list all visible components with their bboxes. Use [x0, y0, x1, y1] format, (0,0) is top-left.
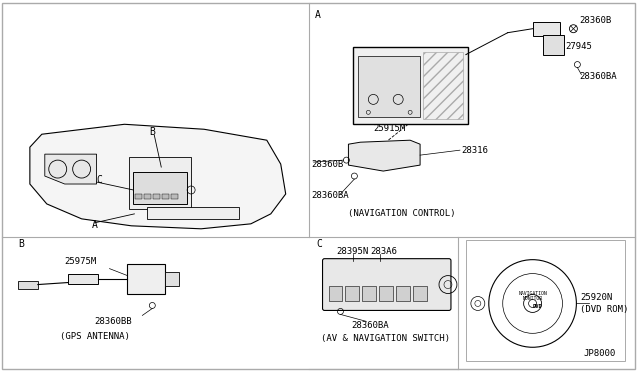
Bar	[543, 35, 564, 55]
Text: 25975M: 25975M	[65, 257, 97, 266]
Bar	[423, 52, 463, 119]
Text: 27945: 27945	[565, 42, 592, 51]
Text: 28360BA: 28360BA	[579, 72, 617, 81]
Text: C: C	[97, 175, 102, 185]
Bar	[358, 55, 420, 117]
Bar	[413, 286, 427, 301]
Bar	[145, 194, 151, 199]
Bar	[466, 240, 625, 361]
FancyBboxPatch shape	[323, 259, 451, 311]
Bar	[154, 194, 160, 199]
Bar	[68, 273, 97, 283]
Polygon shape	[348, 140, 420, 171]
Bar	[353, 46, 468, 124]
Text: NAVIGATION: NAVIGATION	[518, 291, 547, 296]
Text: 28360BA: 28360BA	[312, 192, 349, 201]
Text: (NAVIGATION CONTROL): (NAVIGATION CONTROL)	[348, 209, 456, 218]
Text: 28360B: 28360B	[312, 160, 344, 169]
Polygon shape	[45, 154, 97, 184]
Text: C: C	[317, 239, 323, 249]
Text: 283A6: 283A6	[371, 247, 397, 256]
Text: 25920N: 25920N	[580, 293, 612, 302]
Text: 28360BB: 28360BB	[95, 317, 132, 326]
Polygon shape	[30, 124, 285, 229]
Text: B: B	[18, 239, 24, 249]
Bar	[172, 194, 178, 199]
Bar	[147, 207, 239, 219]
Text: DVD: DVD	[532, 304, 543, 309]
Text: B: B	[149, 127, 156, 137]
Text: 28360B: 28360B	[579, 16, 612, 25]
Text: 28360BA: 28360BA	[351, 321, 389, 330]
Text: JP8000: JP8000	[583, 349, 615, 358]
Bar	[18, 280, 38, 289]
Bar	[362, 286, 376, 301]
Text: (DVD ROM): (DVD ROM)	[580, 305, 628, 314]
Text: 28316: 28316	[461, 146, 488, 155]
Bar	[127, 264, 165, 294]
Bar	[133, 172, 187, 204]
Bar	[136, 194, 142, 199]
Bar	[129, 157, 191, 209]
Bar	[380, 286, 393, 301]
Text: MONITOR: MONITOR	[522, 296, 543, 301]
Text: A: A	[315, 10, 321, 20]
Text: (AV & NAVIGATION SWITCH): (AV & NAVIGATION SWITCH)	[321, 334, 449, 343]
Bar	[396, 286, 410, 301]
Bar	[346, 286, 360, 301]
Text: A: A	[92, 220, 97, 230]
Bar	[165, 272, 179, 286]
Text: 28395N: 28395N	[337, 247, 369, 256]
Bar	[532, 22, 561, 36]
Circle shape	[529, 299, 536, 307]
Bar	[163, 194, 169, 199]
Text: 25915M: 25915M	[373, 124, 406, 133]
Text: (GPS ANTENNA): (GPS ANTENNA)	[60, 332, 130, 341]
Bar	[328, 286, 342, 301]
